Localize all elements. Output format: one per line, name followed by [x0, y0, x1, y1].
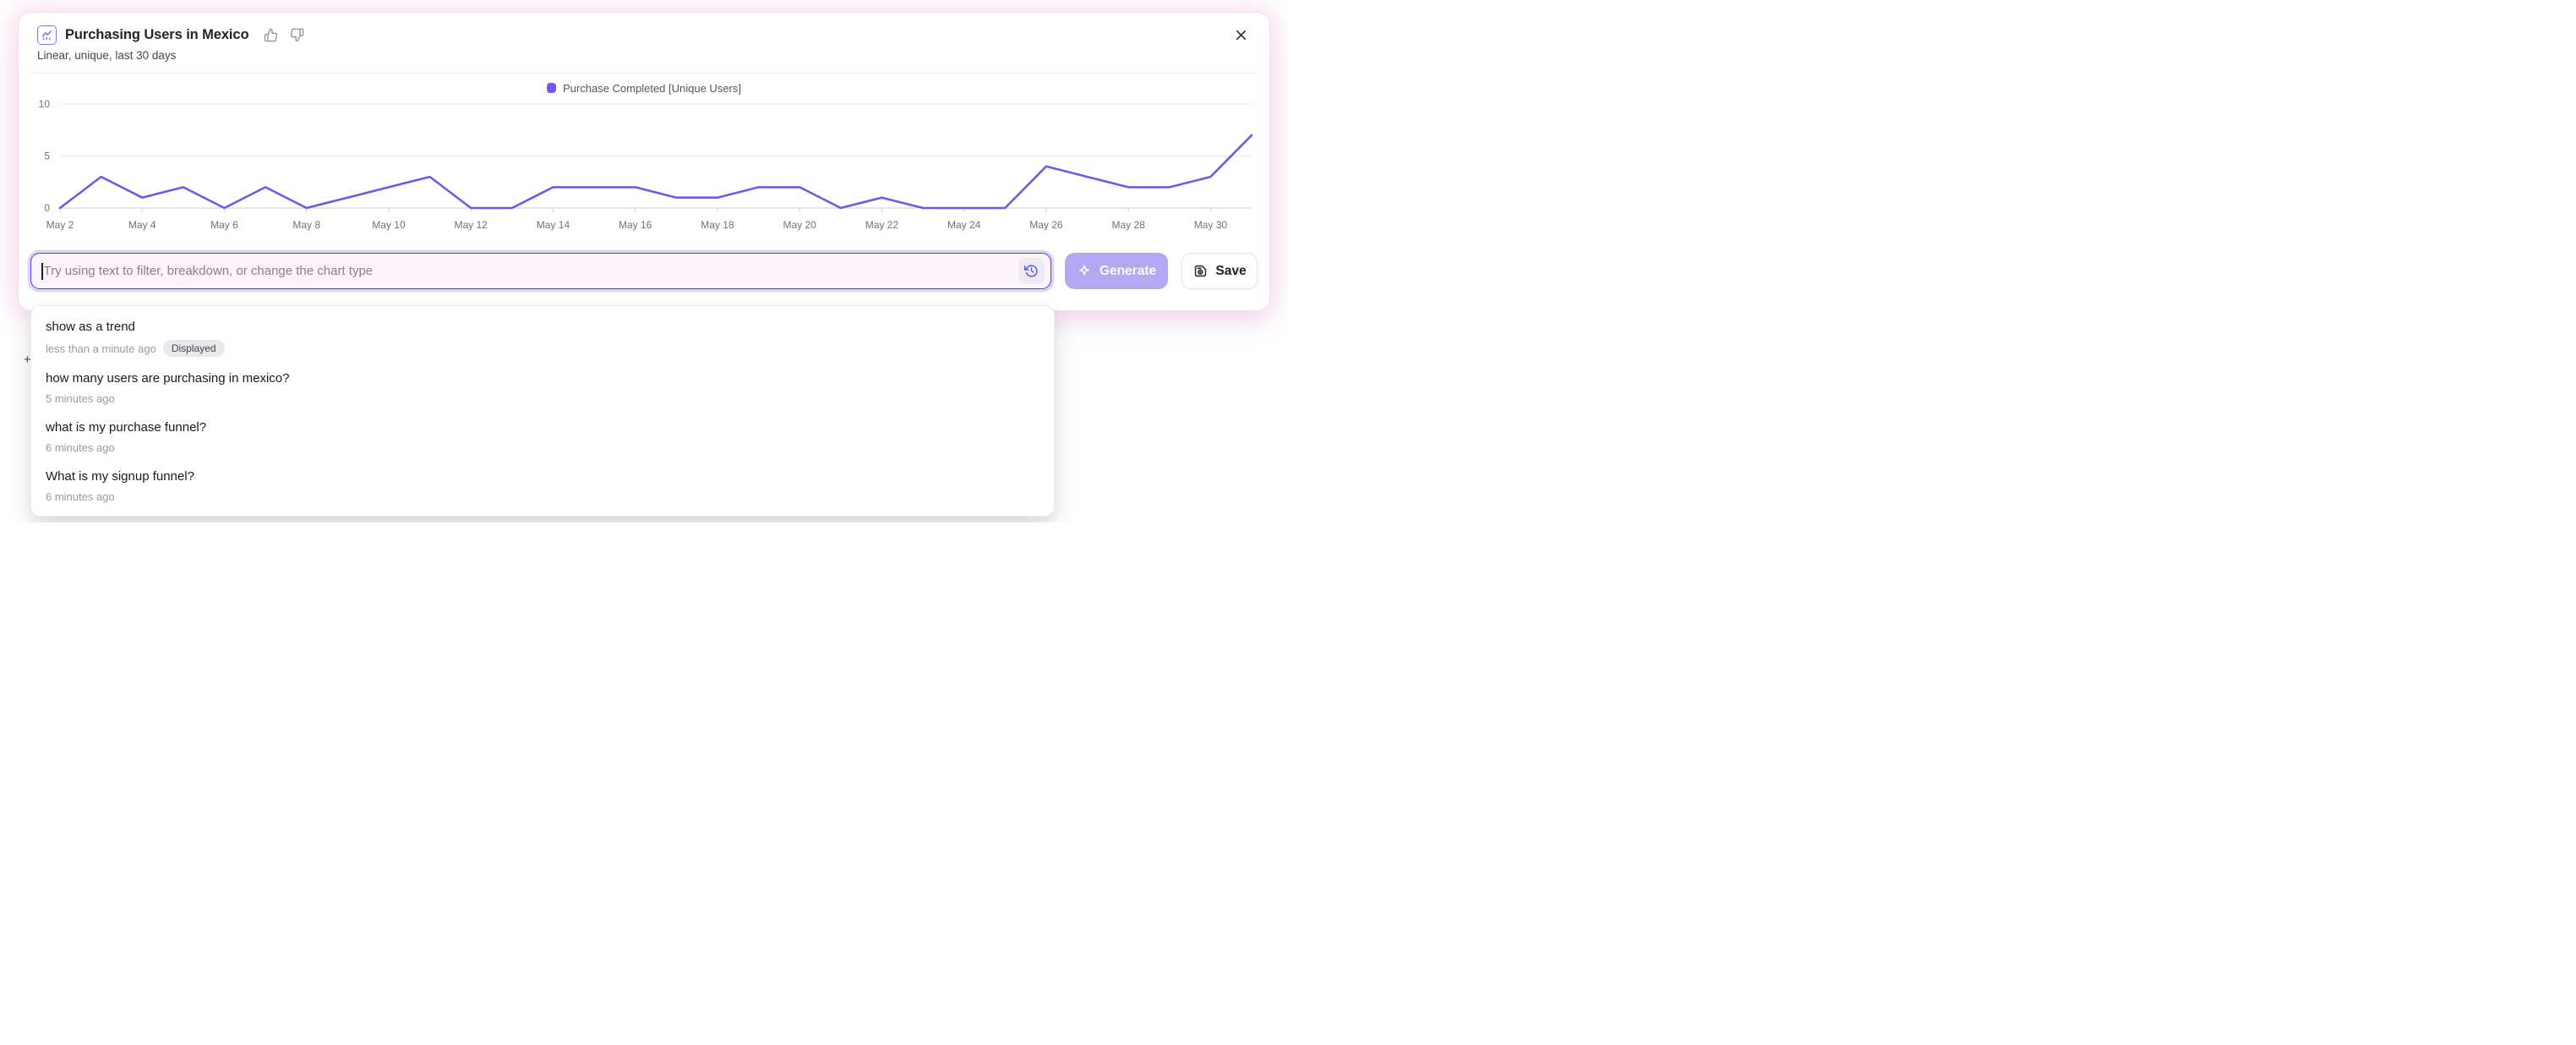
history-query: what is my purchase funnel?: [46, 420, 207, 435]
history-item[interactable]: how many users are purchasing in mexico?…: [31, 364, 1054, 413]
svg-text:May 4: May 4: [128, 219, 156, 231]
close-icon: [1236, 30, 1247, 40]
close-button[interactable]: [1231, 25, 1251, 45]
header-divider: [30, 73, 1258, 74]
svg-text:May 24: May 24: [947, 219, 981, 231]
history-query: show as a trend: [46, 320, 135, 334]
svg-text:0: 0: [44, 202, 50, 214]
card-subtitle: Linear, unique, last 30 days: [37, 49, 177, 62]
background-plus-glyph: +: [24, 353, 31, 367]
card-header: Purchasing Users in Mexico: [30, 13, 1258, 45]
svg-text:May 30: May 30: [1194, 219, 1228, 231]
thumbs-up-icon: [265, 28, 278, 41]
svg-text:May 20: May 20: [783, 219, 816, 231]
history-item[interactable]: what is my purchase funnel? 6 minutes ag…: [31, 413, 1054, 462]
legend-label: Purchase Completed [Unique Users]: [563, 81, 741, 95]
text-caret: [41, 262, 43, 280]
history-dropdown: show as a trend less than a minute ago D…: [30, 305, 1055, 517]
sparkle-icon: [1078, 265, 1089, 275]
svg-text:May 12: May 12: [455, 219, 488, 231]
history-time: 6 minutes ago: [46, 490, 115, 503]
line-chart: 0 5 10 May 2 May 4 May 6 May 8 May 10 May 12 May …: [39, 98, 1253, 231]
card-title: Purchasing Users in Mexico: [65, 26, 249, 42]
save-label: Save: [1215, 263, 1247, 278]
thumbs-down-button[interactable]: [288, 26, 306, 44]
history-time: 6 minutes ago: [46, 441, 115, 454]
svg-text:May 28: May 28: [1111, 219, 1145, 231]
generate-button[interactable]: Generate: [1065, 253, 1168, 289]
history-item[interactable]: What is my signup funnel? 6 minutes ago: [31, 462, 1054, 511]
history-item[interactable]: show as a trend less than a minute ago D…: [31, 312, 1054, 364]
svg-text:May 18: May 18: [701, 219, 734, 231]
insight-card: Purchasing Users in Mexico Linear, uniqu…: [19, 13, 1269, 310]
history-time: less than a minute ago: [46, 342, 156, 355]
save-button[interactable]: Save: [1182, 253, 1258, 289]
thumbs-down-icon: [291, 28, 304, 41]
svg-text:10: 10: [39, 98, 51, 110]
svg-text:May 6: May 6: [210, 219, 238, 231]
history-query: What is my signup funnel?: [46, 469, 194, 484]
prompt-placeholder: Try using text to filter, breakdown, or …: [43, 264, 374, 278]
displayed-badge: Displayed: [162, 340, 225, 357]
history-meta: 6 minutes ago: [46, 440, 1040, 455]
thumbs-up-button[interactable]: [262, 26, 280, 44]
svg-text:May 10: May 10: [372, 219, 406, 231]
history-meta: 6 minutes ago: [46, 490, 1040, 504]
svg-text:5: 5: [44, 150, 50, 162]
history-meta: less than a minute ago Displayed: [46, 340, 1040, 357]
line-chart-icon: [37, 25, 57, 45]
history-meta: 5 minutes ago: [46, 391, 1040, 406]
history-button[interactable]: [1018, 258, 1045, 284]
history-query: how many users are purchasing in mexico?: [46, 371, 290, 386]
svg-text:May 22: May 22: [865, 219, 899, 231]
chart-legend[interactable]: Purchase Completed [Unique Users]: [30, 80, 1258, 96]
history-time: 5 minutes ago: [46, 392, 115, 405]
history-icon: [1024, 265, 1038, 277]
legend-swatch: [547, 83, 556, 93]
svg-text:May 16: May 16: [619, 219, 652, 231]
prompt-row: Try using text to filter, breakdown, or …: [30, 253, 1258, 289]
svg-text:May 26: May 26: [1029, 219, 1063, 231]
svg-text:May 2: May 2: [46, 219, 74, 231]
prompt-input[interactable]: Try using text to filter, breakdown, or …: [30, 253, 1051, 289]
save-icon: [1195, 265, 1207, 277]
page: + Purchasing Users in Mexico: [0, 0, 1288, 522]
svg-text:May 8: May 8: [292, 219, 320, 231]
svg-text:May 14: May 14: [537, 219, 570, 231]
generate-label: Generate: [1099, 263, 1157, 278]
